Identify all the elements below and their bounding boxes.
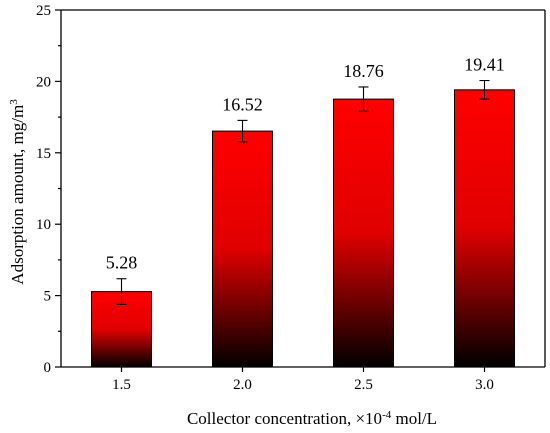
x-tick-label-1.5: 1.5 xyxy=(112,377,131,393)
x-tick-label-2.0: 2.0 xyxy=(233,377,252,393)
y-tick-label-5: 5 xyxy=(44,289,52,305)
y-tick-label-20: 20 xyxy=(36,74,51,90)
data-label-1.5: 5.28 xyxy=(106,253,138,273)
data-label-2.0: 16.52 xyxy=(222,94,263,114)
y-tick-label-10: 10 xyxy=(36,217,51,233)
axes-layer xyxy=(55,9,546,372)
x-tick-label-3.0: 3.0 xyxy=(475,377,494,393)
error-bar-2.0 xyxy=(237,119,248,143)
error-bar-1.5 xyxy=(116,278,127,306)
bars-layer xyxy=(91,79,515,368)
data-label-3.0: 19.41 xyxy=(464,55,505,75)
x-tick-label-2.5: 2.5 xyxy=(354,377,373,393)
error-bar-2.5 xyxy=(358,86,369,112)
bar-3.0 xyxy=(454,89,515,368)
y-tick-label-15: 15 xyxy=(36,146,51,162)
bar-2.5 xyxy=(333,98,394,368)
x-axis-title: Collector concentration, ×10-4 mol/L xyxy=(187,409,437,428)
error-bar-3.0 xyxy=(479,79,490,100)
bar-2.0 xyxy=(212,130,273,368)
y-axis-title: Adsorption amount, mg/m3 xyxy=(8,99,27,285)
y-tick-label-25: 25 xyxy=(36,3,51,19)
labels-layer: 5.28 1.5 16.52 2.0 18.76 2.5 19.41 3.0 0 5 10 15 20 2… xyxy=(36,3,505,393)
y-tick-label-0: 0 xyxy=(44,360,52,376)
data-label-2.5: 18.76 xyxy=(343,61,384,81)
